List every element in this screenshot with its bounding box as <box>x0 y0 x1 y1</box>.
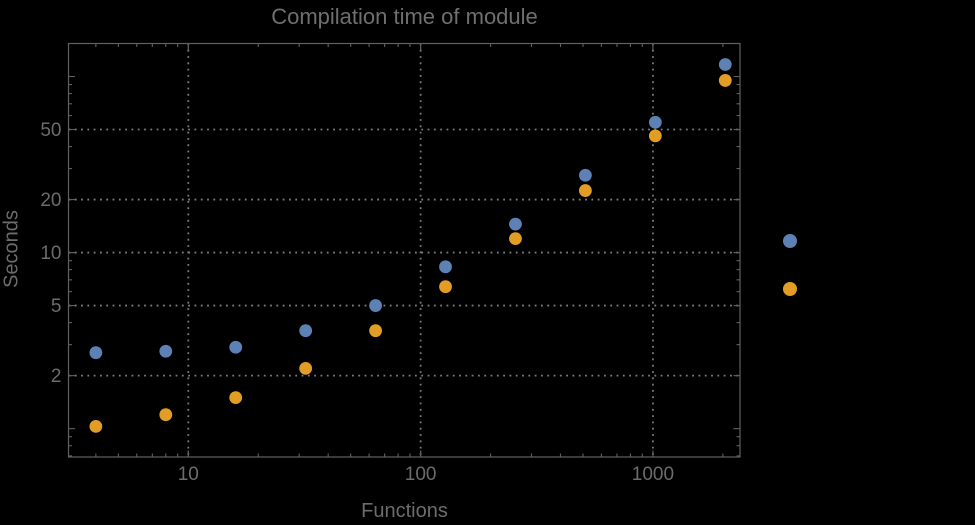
data-point-series-2-orange <box>299 361 313 375</box>
data-point-series-1-blue <box>299 324 313 338</box>
data-point-series-2-orange <box>509 232 522 246</box>
data-point-series-1-blue <box>229 340 243 354</box>
data-point-series-2-orange <box>229 391 243 405</box>
data-point-series-2-orange <box>159 408 173 422</box>
y-tick-label: 20 <box>40 190 61 211</box>
plot-frame <box>67 42 741 458</box>
x-tick-labels: 10 100 1000 <box>178 464 674 485</box>
data-point-series-2-orange <box>648 129 662 143</box>
data-point-series-1-blue <box>439 260 452 274</box>
data-point-series-2-orange <box>369 324 382 338</box>
y-tick-label: 10 <box>40 243 61 264</box>
data-point-series-1-blue <box>509 217 522 231</box>
data-point-series-2-orange <box>578 184 592 197</box>
chart-title: Compilation time of module <box>271 4 538 29</box>
data-point-series-2-orange <box>439 280 452 294</box>
series-series-2-orange <box>89 74 732 433</box>
data-point-series-2-orange <box>718 74 732 87</box>
axis-ticks <box>68 43 740 457</box>
data-point-series-1-blue <box>159 344 173 358</box>
legend-marker-series-2 <box>783 282 797 296</box>
data-point-series-1-blue <box>718 58 732 71</box>
legend-marker-series-1 <box>783 234 797 248</box>
data-point-series-1-blue <box>578 168 592 182</box>
x-axis-label: Functions <box>361 500 448 522</box>
data-point-series-1-blue <box>369 299 382 312</box>
data-point-series-2-orange <box>89 419 103 433</box>
x-tick-label: 10 <box>178 464 199 485</box>
data-point-series-1-blue <box>648 115 662 129</box>
data-point-series-1-blue <box>89 346 103 360</box>
y-tick-label: 50 <box>40 120 61 141</box>
y-tick-label: 5 <box>51 296 62 317</box>
gridlines <box>68 43 740 457</box>
y-tick-labels: 2 5 10 20 50 <box>40 120 61 387</box>
legend <box>783 234 797 296</box>
y-tick-label: 2 <box>51 366 62 387</box>
x-tick-label: 1000 <box>632 464 674 485</box>
series-series-1-blue <box>89 58 732 360</box>
x-tick-label: 100 <box>405 464 437 485</box>
